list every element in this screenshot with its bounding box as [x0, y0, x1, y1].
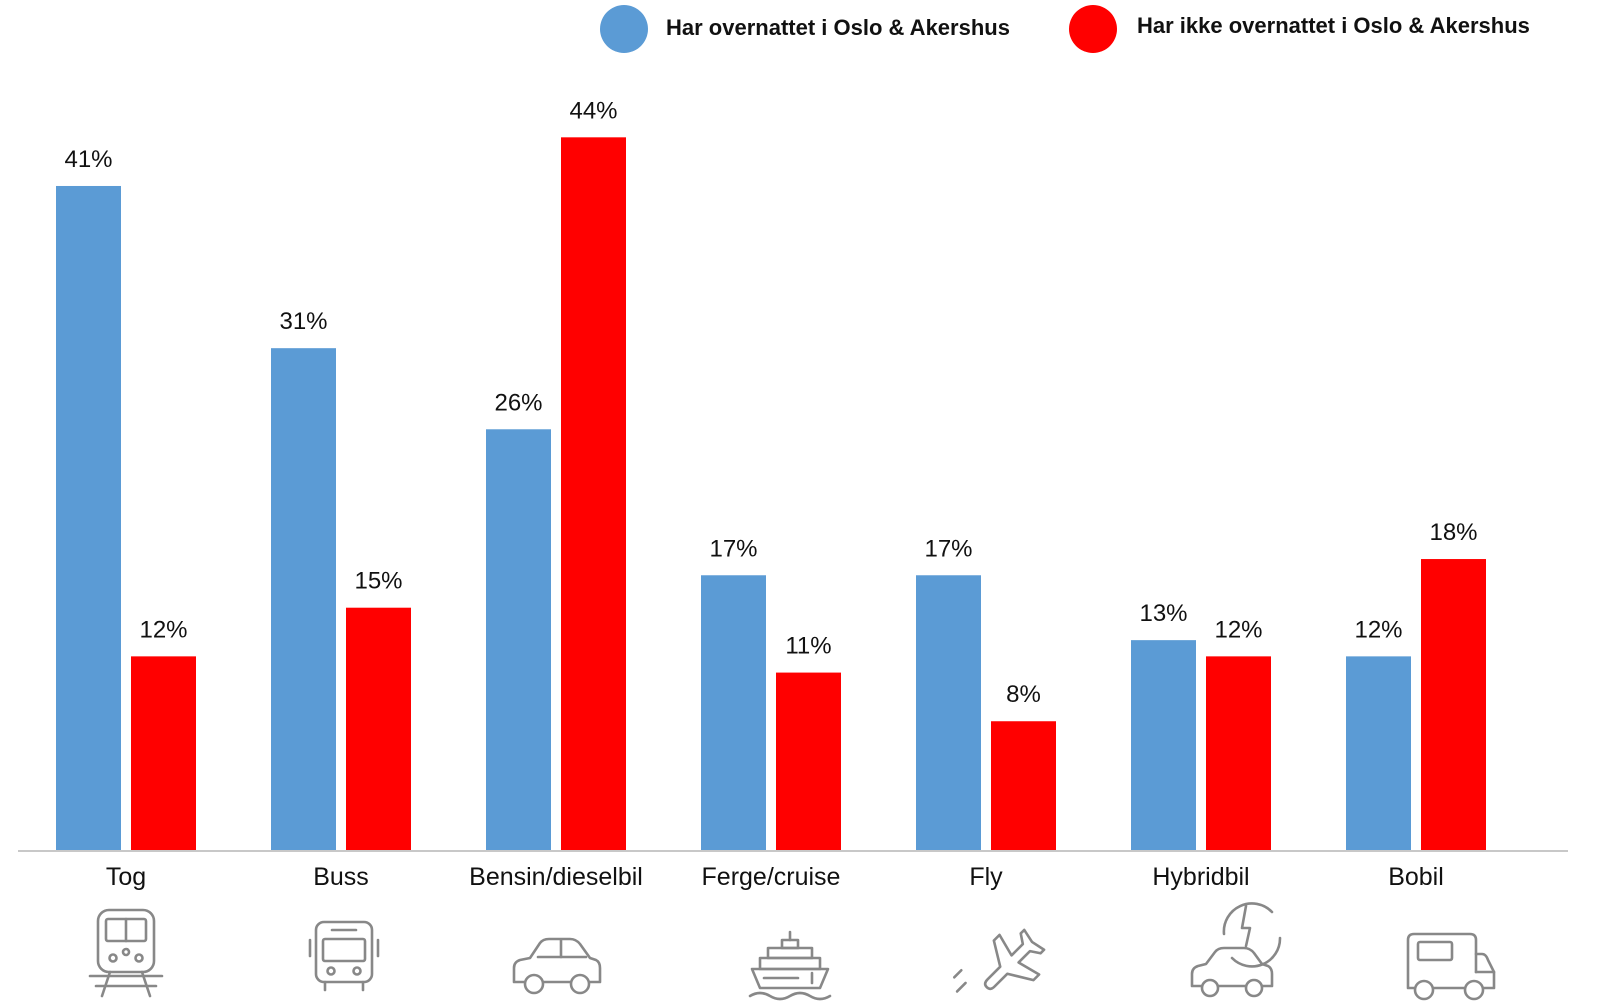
category-label-4: Fly	[969, 863, 1003, 891]
hybrid-car-icon	[1190, 902, 1282, 998]
legend-swatch-series-1	[600, 5, 648, 53]
category-icons	[88, 902, 1496, 1001]
bars	[56, 137, 1486, 852]
camper-van-icon	[1406, 932, 1496, 1001]
bar-s1-0	[56, 185, 121, 852]
bar-s2-3	[776, 672, 841, 851]
data-label-s1-4: 17%	[924, 535, 972, 562]
value-labels: 41% 12% 31% 15% 26% 44% 17% 11% 17% 8% 13% 12% 12% 18…	[64, 97, 1477, 708]
category-label-3: Ferge/cruise	[702, 863, 841, 891]
legend-item-series-2: Har ikke overnattet i Oslo & Akershus	[1069, 5, 1530, 53]
bar-s2-4	[991, 721, 1056, 851]
bar-s2-5	[1206, 656, 1271, 851]
data-label-s1-0: 41%	[64, 146, 112, 173]
category-label-1: Buss	[313, 863, 369, 891]
data-label-s1-6: 12%	[1354, 616, 1402, 643]
legend-item-series-1: Har overnattet i Oslo & Akershus	[600, 5, 1010, 53]
legend-swatch-series-2	[1069, 5, 1117, 53]
bar-s1-4	[916, 575, 981, 851]
data-label-s2-6: 18%	[1429, 519, 1477, 546]
bar-s1-5	[1131, 640, 1196, 851]
bar-s1-1	[271, 348, 336, 851]
category-label-6: Bobil	[1388, 863, 1444, 891]
legend-label-series-2: Har ikke overnattet i Oslo & Akershus	[1137, 13, 1530, 38]
data-label-s2-2: 44%	[569, 97, 617, 124]
bus-icon	[308, 920, 380, 992]
category-label-0: Tog	[106, 863, 146, 891]
car-icon	[512, 937, 602, 995]
bar-s2-0	[131, 656, 196, 851]
bar-s2-2	[561, 137, 626, 851]
bar-s1-3	[701, 575, 766, 851]
data-label-s2-5: 12%	[1214, 616, 1262, 643]
bar-s2-6	[1421, 559, 1486, 851]
data-label-s2-1: 15%	[354, 568, 402, 595]
category-label-2: Bensin/dieselbil	[469, 863, 643, 891]
bar-s1-2	[486, 429, 551, 851]
legend: Har overnattet i Oslo & Akershus Har ikk…	[600, 5, 1530, 53]
train-icon	[88, 908, 164, 998]
airplane-icon	[952, 928, 1046, 993]
data-label-s2-3: 11%	[785, 633, 831, 660]
data-label-s1-1: 31%	[279, 308, 327, 335]
data-label-s1-5: 13%	[1139, 600, 1187, 627]
bar-s2-1	[346, 607, 411, 851]
category-labels: Tog Buss Bensin/dieselbil Ferge/cruise Fly Hy…	[106, 863, 1444, 891]
ship-icon	[748, 930, 832, 1001]
data-label-s2-0: 12%	[139, 616, 187, 643]
data-label-s1-3: 17%	[709, 535, 757, 562]
bar-s1-6	[1346, 656, 1411, 851]
data-label-s1-2: 26%	[494, 389, 542, 416]
legend-label-series-1: Har overnattet i Oslo & Akershus	[666, 15, 1010, 40]
data-label-s2-4: 8%	[1006, 681, 1041, 708]
category-label-5: Hybridbil	[1152, 863, 1249, 891]
